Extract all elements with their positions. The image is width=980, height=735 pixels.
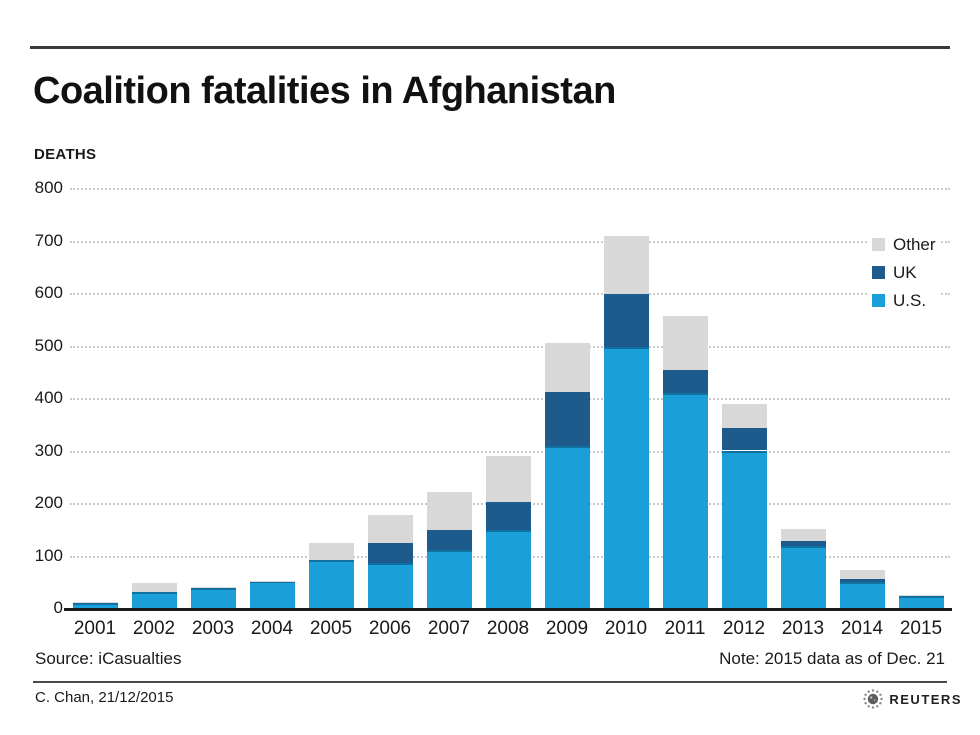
x-tick-label-2009: 2009 bbox=[545, 618, 589, 639]
x-axis-line bbox=[64, 608, 952, 611]
bar-2005-other bbox=[308, 543, 354, 560]
bar-2006-us bbox=[367, 562, 413, 608]
bar-2014-uk bbox=[839, 578, 885, 582]
credit-text: C. Chan, 21/12/2015 bbox=[35, 689, 174, 706]
bar-2015-us bbox=[898, 595, 944, 608]
bar-2013-us bbox=[780, 545, 826, 608]
y-tick-label-300: 300 bbox=[34, 440, 63, 460]
bar-2011-us bbox=[662, 392, 708, 608]
bar-2003-us bbox=[190, 588, 236, 608]
bar-2012-uk bbox=[721, 428, 767, 451]
bar-2001-us bbox=[72, 602, 118, 608]
bar-2009-other bbox=[544, 342, 590, 392]
reuters-wordmark: REUTERS bbox=[889, 691, 962, 707]
bar-2004-other bbox=[249, 580, 295, 582]
gridline-400 bbox=[70, 398, 950, 400]
bar-2009-us bbox=[544, 445, 590, 608]
bar-2015-other bbox=[898, 594, 944, 596]
x-tick-label-2008: 2008 bbox=[486, 618, 530, 639]
top-rule bbox=[30, 46, 950, 49]
bar-2006-other bbox=[367, 515, 413, 544]
x-tick-label-2014: 2014 bbox=[840, 618, 884, 639]
x-tick-label-2006: 2006 bbox=[368, 618, 412, 639]
bar-2010-us bbox=[603, 347, 649, 608]
y-tick-label-700: 700 bbox=[34, 230, 63, 250]
bar-2013-uk bbox=[780, 541, 826, 546]
gridline-300 bbox=[70, 450, 950, 453]
legend-item-us: U.S. bbox=[872, 286, 936, 314]
bar-2007-other bbox=[426, 491, 472, 531]
legend-label: UK bbox=[893, 262, 917, 282]
bar-2006-uk bbox=[367, 543, 413, 563]
x-tick-label-2007: 2007 bbox=[427, 618, 471, 639]
bar-2005-us bbox=[308, 559, 354, 608]
bar-2009-uk bbox=[544, 391, 590, 446]
reuters-brand: REUTERS bbox=[862, 688, 962, 710]
x-tick-label-2002: 2002 bbox=[132, 618, 176, 639]
x-tick-label-2005: 2005 bbox=[309, 618, 353, 639]
legend-swatch-other bbox=[872, 237, 885, 251]
y-tick-label-100: 100 bbox=[34, 545, 63, 565]
y-tick-label-200: 200 bbox=[34, 493, 63, 512]
gridline-600 bbox=[70, 293, 950, 295]
bar-2001-other bbox=[72, 601, 118, 603]
x-tick-label-2013: 2013 bbox=[781, 618, 825, 639]
gridline-500 bbox=[70, 345, 950, 348]
x-tick-label-2004: 2004 bbox=[250, 618, 294, 639]
bar-2011-uk bbox=[662, 370, 708, 393]
page-title: Coalition fatalities in Afghanistan bbox=[33, 70, 616, 112]
x-tick-label-2011: 2011 bbox=[664, 618, 706, 639]
bar-2010-uk bbox=[603, 294, 649, 348]
legend-swatch-us bbox=[872, 293, 885, 307]
note-text: Note: 2015 data as of Dec. 21 bbox=[719, 649, 945, 668]
gridline-700 bbox=[70, 240, 950, 243]
bar-2010-other bbox=[603, 236, 649, 295]
bar-2008-other bbox=[485, 456, 531, 502]
y-tick-label-600: 600 bbox=[34, 283, 63, 302]
legend-label: Other bbox=[893, 234, 936, 254]
legend-item-uk: UK bbox=[872, 258, 936, 286]
y-tick-label-800: 800 bbox=[34, 178, 63, 197]
y-tick-label-400: 400 bbox=[34, 388, 63, 407]
bar-2008-uk bbox=[485, 501, 531, 530]
y-tick-label-0: 0 bbox=[53, 598, 63, 617]
bar-2007-us bbox=[426, 550, 472, 608]
x-tick-label-2012: 2012 bbox=[722, 618, 766, 639]
legend-label: U.S. bbox=[893, 290, 927, 310]
bar-2003-other bbox=[190, 587, 236, 589]
x-tick-label-2003: 2003 bbox=[191, 618, 235, 639]
x-tick-label-2001: 2001 bbox=[73, 618, 117, 639]
gridline-800 bbox=[70, 188, 950, 190]
legend-swatch-uk bbox=[872, 265, 885, 279]
bar-2002-us bbox=[131, 592, 177, 608]
bar-2008-us bbox=[485, 529, 531, 608]
legend-item-other: Other bbox=[872, 230, 936, 258]
bar-2004-us bbox=[249, 581, 295, 608]
bar-2007-uk bbox=[426, 530, 472, 551]
x-tick-label-2010: 2010 bbox=[604, 618, 648, 639]
y-axis-unit-label: DEATHS bbox=[34, 146, 97, 163]
source-text: Source: iCasualties bbox=[35, 649, 182, 668]
bar-2014-other bbox=[839, 570, 885, 579]
bar-2002-other bbox=[131, 582, 177, 593]
reuters-logo-icon bbox=[863, 689, 884, 709]
bar-2014-us bbox=[839, 581, 885, 608]
bar-2013-other bbox=[780, 529, 826, 542]
x-tick-label-2015: 2015 bbox=[899, 618, 943, 639]
chart-legend: Other UK U.S. bbox=[868, 228, 940, 316]
bar-2012-us bbox=[721, 450, 767, 608]
bar-2011-other bbox=[662, 316, 708, 371]
y-tick-label-500: 500 bbox=[34, 335, 63, 355]
footer-divider bbox=[33, 681, 947, 683]
bar-2012-other bbox=[721, 403, 767, 429]
